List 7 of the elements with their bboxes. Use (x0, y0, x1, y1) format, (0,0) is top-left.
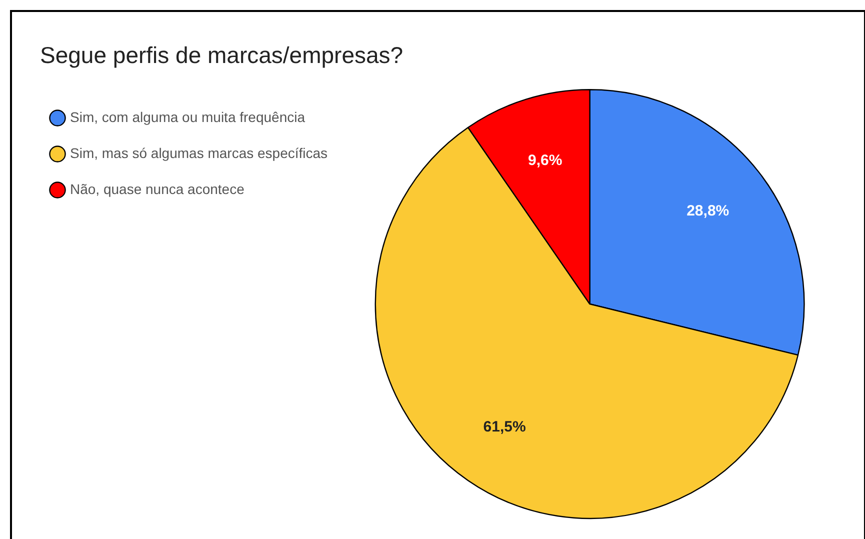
legend-label: Sim, com alguma ou muita frequência (70, 108, 306, 125)
legend-label: Sim, mas só algumas marcas específicas (70, 144, 328, 161)
data-label: 9,6% (528, 152, 562, 169)
data-label: 28,8% (686, 202, 730, 220)
data-label: 61,5% (483, 418, 526, 436)
chart-title: Segue perfis de marcas/empresas? (40, 42, 404, 69)
legend-label: Não, quase nunca acontece (70, 180, 245, 197)
